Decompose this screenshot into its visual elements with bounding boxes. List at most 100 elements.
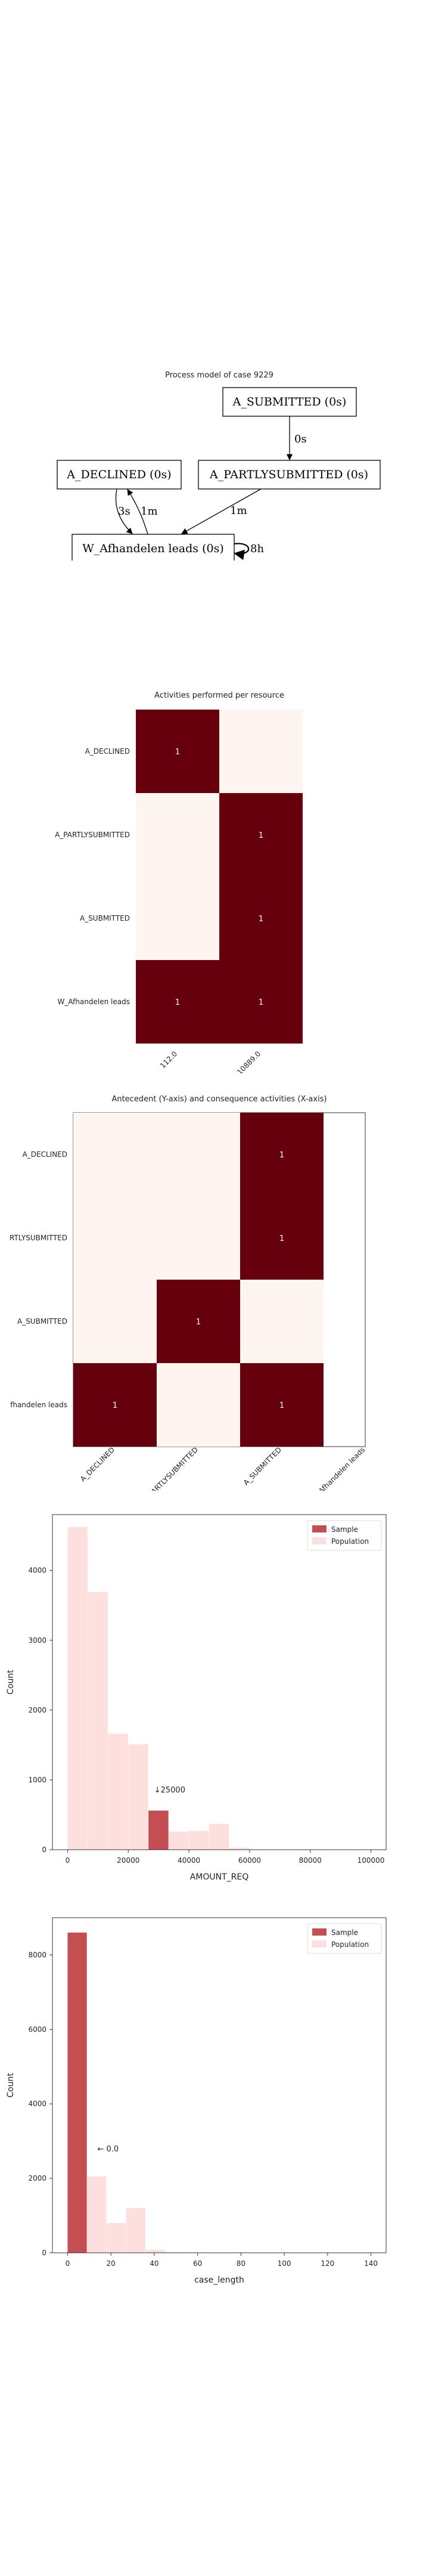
y-tick-label: 0 (42, 2249, 46, 2257)
antecedent-consequence-heatmap: Antecedent (Y-axis) and consequence acti… (10, 1095, 366, 1491)
heatmap-cell (73, 1196, 157, 1280)
heatmap-cell (73, 1113, 157, 1196)
x-tick-label: 140 (364, 2259, 378, 2268)
legend-label-population: Population (331, 1537, 369, 1546)
heatmap-row-tick: fhandelen leads (10, 1401, 67, 1409)
heatmap-cell-label: 1 (259, 998, 263, 1007)
heatmap-cell (136, 877, 219, 960)
y-tick-label: 4000 (28, 2100, 46, 2108)
heatmap-cell (157, 1363, 240, 1447)
node-label: A_PARTLYSUBMITTED (0s) (209, 468, 368, 481)
node-w-afhandelen-leads: W_Afhandelen leads (0s) (72, 534, 235, 561)
heatmap-row-tick: W_Afhandelen leads (57, 998, 130, 1006)
heatmap-row-tick: A_DECLINED (85, 747, 130, 756)
heatmap-cell (240, 1280, 324, 1363)
heatmap-cell-label: 1 (259, 831, 263, 840)
hist1-legend: Sample Population (307, 1520, 382, 1551)
heatmap-cell (157, 1196, 240, 1280)
population-bar (106, 2223, 126, 2253)
edge-label: 1m (230, 504, 247, 517)
heatmap1-title: Activities performed per resource (154, 691, 284, 700)
case-length-histogram: 0 20 40 60 80 100 120 140 0 2000 4000 6000 8000 ← 0… (6, 1917, 387, 2285)
node-a-partlysubmitted: A_PARTLYSUBMITTED (0s) (198, 460, 381, 490)
heatmap-cell-label: 1 (175, 998, 180, 1007)
heatmap-col-tick: 112.0 (158, 1049, 179, 1070)
y-tick-label: 0 (42, 1846, 46, 1854)
y-tick-label: 2000 (28, 2174, 46, 2182)
x-tick-label: 60 (193, 2259, 202, 2268)
heatmap-cell-label: 1 (279, 1234, 284, 1243)
heatmap-row-tick: A_SUBMITTED (17, 1317, 67, 1326)
heatmap-col-tick: 10889.0 (235, 1049, 262, 1073)
edge-leads-to-declined: 1m (127, 489, 158, 535)
legend-swatch-population (312, 1940, 327, 1948)
hist2-ylabel: Count (6, 2073, 15, 2098)
y-tick-label: 4000 (28, 1566, 46, 1575)
process-model-diagram: Process model of case 9229 A_SUBMITTED (… (57, 371, 381, 561)
x-tick-label: 40 (150, 2259, 158, 2268)
x-tick-label: 100 (278, 2259, 291, 2268)
heatmap-cell (157, 1280, 240, 1363)
y-tick-label: 6000 (28, 2025, 46, 2033)
legend-label-population: Population (331, 1940, 369, 1949)
edge-label: 8h (250, 543, 264, 555)
sample-bar (67, 1932, 87, 2253)
node-label: A_DECLINED (0s) (66, 468, 171, 481)
heatmap-col-tick: A_SUBMITTED (242, 1445, 283, 1487)
heatmap2-title: Antecedent (Y-axis) and consequence acti… (111, 1095, 327, 1104)
x-tick-label: 40000 (178, 1856, 200, 1865)
heatmap-cell-label: 1 (259, 915, 263, 924)
population-bar (67, 1527, 88, 1850)
hist2-xlabel: case_length (194, 2275, 244, 2285)
diagram-title: Process model of case 9229 (165, 371, 273, 380)
edge-leads-self-loop: 8h (234, 543, 264, 561)
population-bar (165, 2252, 185, 2253)
legend-label-sample: Sample (331, 1928, 358, 1937)
x-tick-label: 60000 (238, 1856, 261, 1865)
population-bar (126, 2208, 145, 2253)
hist1-annotation: ↓25000 (154, 1786, 185, 1795)
amount-req-histogram: 0 20000 40000 60000 80000 100000 0 1000 2000 300… (6, 1514, 387, 1882)
population-bar (128, 1744, 148, 1850)
heatmap-cell-label: 1 (279, 1401, 284, 1410)
y-tick-label: 8000 (28, 1950, 46, 1959)
y-tick-label: 3000 (28, 1636, 46, 1645)
heatmap-cell-label: 1 (279, 1151, 284, 1160)
x-tick-label: 100000 (358, 1856, 385, 1865)
population-bar (189, 1831, 209, 1850)
node-a-submitted: A_SUBMITTED (0s) (222, 387, 357, 417)
heatmap-cell (157, 1113, 240, 1196)
heatmap-cell (136, 710, 219, 793)
x-tick-label: 0 (66, 1856, 70, 1865)
heatmap-cell (240, 1363, 324, 1447)
population-bar (169, 1831, 189, 1850)
y-tick-label: 1000 (28, 1776, 46, 1784)
population-bar (229, 1847, 250, 1850)
heatmap-row-tick: A_SUBMITTED (80, 914, 130, 922)
legend-swatch-sample (312, 1928, 327, 1936)
sample-bar (148, 1810, 169, 1850)
y-tick-label: 2000 (28, 1706, 46, 1714)
population-bar (108, 1733, 128, 1850)
legend-swatch-sample (312, 1525, 327, 1532)
heatmap-col-tick: A_DECLINED (79, 1445, 116, 1483)
edge-label: 3s (118, 505, 130, 518)
heatmap-cell (136, 960, 219, 1044)
population-bar (145, 2250, 165, 2253)
hist1-xlabel: AMOUNT_REQ (190, 1872, 249, 1882)
heatmap-cell (73, 1363, 157, 1447)
node-label: W_Afhandelen leads (0s) (82, 542, 224, 555)
hist2-legend: Sample Population (307, 1923, 382, 1954)
edge-label: 1m (141, 505, 158, 518)
edge-partlysubmitted-to-leads: 1m (181, 488, 262, 534)
heatmap-cell (240, 1113, 324, 1196)
x-tick-label: 120 (321, 2259, 334, 2268)
population-bar (209, 1823, 229, 1850)
x-tick-label: 80 (237, 2259, 245, 2268)
heatmap-cell (219, 877, 303, 960)
heatmap-col-tick: W_Afhandelen leads (309, 1445, 366, 1491)
heatmap-cell (219, 793, 303, 877)
node-a-declined: A_DECLINED (0s) (57, 460, 182, 490)
heatmap-cell (240, 1196, 324, 1280)
